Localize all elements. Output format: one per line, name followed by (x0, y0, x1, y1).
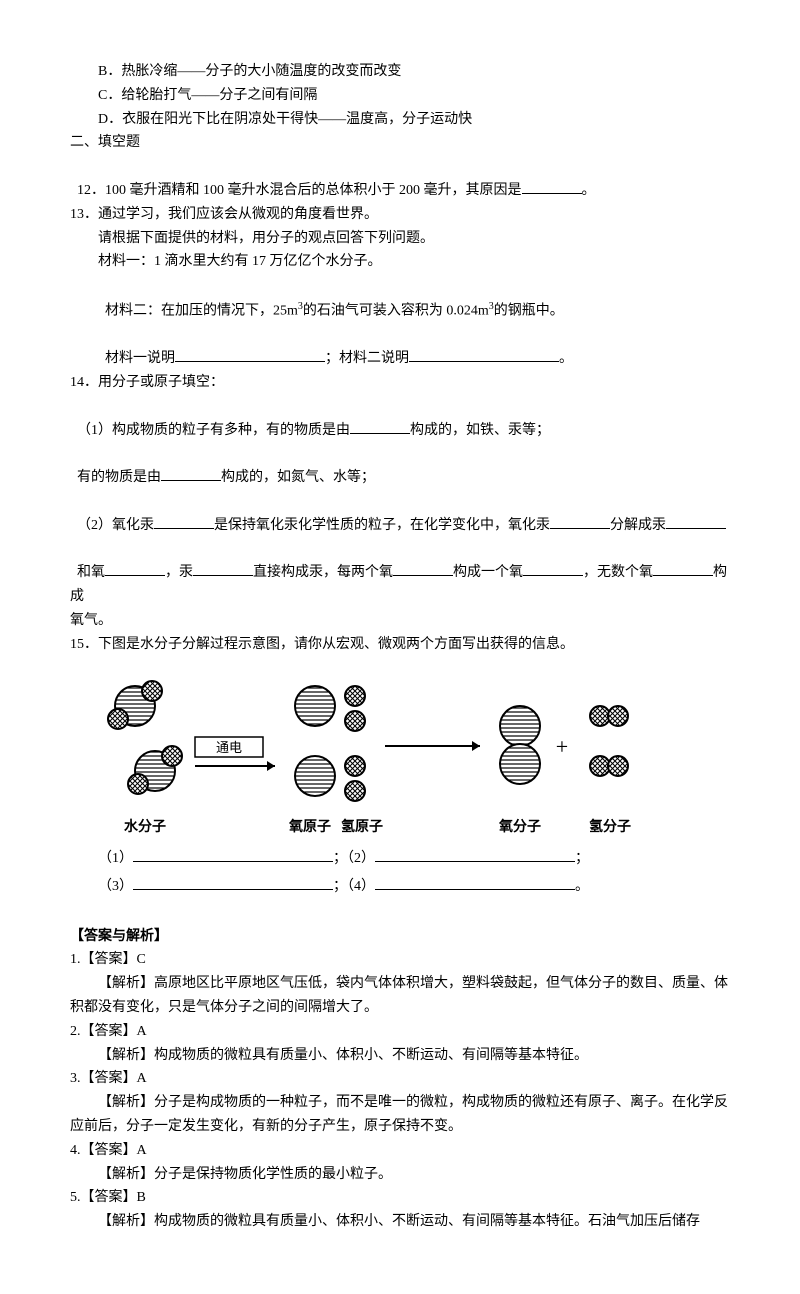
q14-num: 14． (70, 375, 98, 390)
q14-l4b: 是保持氧化汞化学性质的粒子，在化学变化中，氧化汞 (214, 518, 550, 533)
ans-1: 1.【答案】C 【解析】高原地区比平原地区气压低，袋内气体体积增大，塑料袋鼓起，… (70, 948, 730, 1019)
q14-blank9 (523, 561, 583, 576)
label-h-atom: 氢原子 (341, 818, 383, 835)
q15-blank3 (133, 875, 333, 890)
label-water: 水分子 (124, 818, 166, 835)
q14-blank3 (154, 514, 214, 529)
q14-blank10 (653, 561, 713, 576)
section-2-title: 二、填空题 (70, 131, 730, 155)
stage1-water-molecules (108, 681, 182, 794)
q13-l5c: 。 (559, 351, 573, 366)
q14-l3: 有的物质是由 构成的，如氮气、水等； (70, 442, 730, 490)
q15b-p3: ； (575, 851, 589, 866)
q15-blanks: （1） ；（2） ； （3） ；（4） 。 (70, 845, 730, 901)
stage3-products: + (500, 706, 628, 784)
q13-l1: 13．通过学习，我们应该会从微观的角度看世界。 (70, 203, 730, 227)
q14-blank4 (550, 514, 610, 529)
q15b-p4: （3） (98, 879, 133, 894)
arrow-1: 通电 (195, 737, 275, 771)
label-o2: 氧分子 (498, 818, 541, 835)
ans-5-h: 5.【答案】B (70, 1186, 730, 1210)
ans-2-h: 2.【答案】A (70, 1020, 730, 1044)
q15b-p2: ；（2） (333, 851, 375, 866)
q13-num: 13． (70, 207, 98, 222)
q11-opt-d: D．衣服在阳光下比在阴凉处干得快——温度高，分子运动快 (70, 108, 730, 132)
q13-l5a: 材料一说明 (105, 351, 175, 366)
q15b-p1: （1） (98, 851, 133, 866)
q11-opt-b: B．热胀冷缩——分子的大小随温度的改变而改变 (70, 60, 730, 84)
q15b-p6: 。 (575, 879, 589, 894)
q13-blank1 (175, 347, 325, 362)
q14-blank8 (393, 561, 453, 576)
ans-2-e: 【解析】构成物质的微粒具有质量小、体积小、不断运动、有间隔等基本特征。 (70, 1044, 730, 1068)
label-h2: 氢分子 (589, 818, 631, 835)
q14-l5d: 构成一个氧 (453, 565, 523, 580)
water-decomposition-diagram: 通电 + 水分子 氧原子 氢原子 氧分子 氢分子 (100, 671, 730, 841)
q13-l2: 请根据下面提供的材料，用分子的观点回答下列问题。 (70, 227, 730, 251)
q14-l2b: 构成的，如铁、汞等； (410, 423, 550, 438)
q14-l5c: 直接构成汞，每两个氧 (253, 565, 393, 580)
q14-l3b: 构成的，如氮气、水等； (221, 470, 375, 485)
q13-text1: 通过学习，我们应该会从微观的角度看世界。 (98, 207, 378, 222)
q15-num: 15． (70, 637, 98, 652)
q14-blank1 (350, 419, 410, 434)
q14-l2: （1）构成物质的粒子有多种，有的物质是由 构成的，如铁、汞等； (70, 395, 730, 443)
q14-l5b: ，汞 (165, 565, 193, 580)
q12-end: 。 (582, 183, 596, 198)
q14-blank5 (666, 514, 726, 529)
q13-l4: 材料二：在加压的情况下，25m3的石油气可装入容积为 0.024m3的钢瓶中。 (70, 274, 730, 323)
label-o-atom: 氧原子 (288, 818, 331, 835)
ans-3-h: 3.【答案】A (70, 1067, 730, 1091)
ans-4-h: 4.【答案】A (70, 1139, 730, 1163)
q12-blank (522, 179, 582, 194)
q15-blank2 (375, 847, 575, 862)
q13-l5: 材料一说明 ；材料二说明 。 (70, 323, 730, 371)
q13-blank2 (409, 347, 559, 362)
q15-l1: 15．下图是水分子分解过程示意图，请你从宏观、微观两个方面写出获得的信息。 (70, 633, 730, 657)
answers-title: 【答案与解析】 (70, 925, 730, 949)
q14-blank2 (161, 466, 221, 481)
q14-l4c: 分解成汞 (610, 518, 666, 533)
q13-l3: 材料一：1 滴水里大约有 17 万亿亿个水分子。 (70, 250, 730, 274)
q14-text1: 用分子或原子填空： (98, 375, 224, 390)
arrow-2 (385, 741, 480, 751)
ans-1-h: 1.【答案】C (70, 948, 730, 972)
q13-l4a: 材料二：在加压的情况下，25m (105, 304, 298, 319)
ans-2: 2.【答案】A 【解析】构成物质的微粒具有质量小、体积小、不断运动、有间隔等基本… (70, 1020, 730, 1068)
q14-blank6 (105, 561, 165, 576)
q14-l2a: （1）构成物质的粒子有多种，有的物质是由 (77, 423, 350, 438)
q15b-p5: ；（4） (333, 879, 375, 894)
ans-5-e: 【解析】构成物质的微粒具有质量小、体积小、不断运动、有间隔等基本特征。石油气加压… (70, 1210, 730, 1234)
q14-l5e: ，无数个氧 (583, 565, 653, 580)
q13-l4b: 的石油气可装入容积为 0.024m (303, 304, 489, 319)
q14-l1: 14．用分子或原子填空： (70, 371, 730, 395)
q14-l4: （2）氧化汞 是保持氧化汞化学性质的粒子，在化学变化中，氧化汞 分解成汞 (70, 490, 730, 538)
q14-l4a: （2）氧化汞 (77, 518, 154, 533)
ans-4-e: 【解析】分子是保持物质化学性质的最小粒子。 (70, 1163, 730, 1187)
ans-5: 5.【答案】B 【解析】构成物质的微粒具有质量小、体积小、不断运动、有间隔等基本… (70, 1186, 730, 1234)
q12-num: 12． (77, 183, 105, 198)
ans-3: 3.【答案】A 【解析】分子是构成物质的一种粒子，而不是唯一的微粒，构成物质的微… (70, 1067, 730, 1138)
ans-1-e: 【解析】高原地区比平原地区气压低，袋内气体体积增大，塑料袋鼓起，但气体分子的数目… (70, 972, 730, 1020)
q14-l5: 和氧，汞直接构成汞，每两个氧构成一个氧，无数个氧构成 (70, 538, 730, 609)
q13-l5b: ；材料二说明 (325, 351, 409, 366)
q15-blank1 (133, 847, 333, 862)
q14-blank7 (193, 561, 253, 576)
arrow1-label: 通电 (216, 740, 242, 755)
q14-l5a: 和氧 (77, 565, 105, 580)
q14-l3a: 有的物质是由 (77, 470, 161, 485)
q12-text: 100 毫升酒精和 100 毫升水混合后的总体积小于 200 毫升，其原因是 (105, 183, 522, 198)
q13-l4c: 的钢瓶中。 (494, 304, 564, 319)
q15-blank4 (375, 875, 575, 890)
q12: 12．100 毫升酒精和 100 毫升水混合后的总体积小于 200 毫升，其原因… (70, 155, 730, 203)
q15-text1: 下图是水分子分解过程示意图，请你从宏观、微观两个方面写出获得的信息。 (98, 637, 574, 652)
ans-4: 4.【答案】A 【解析】分子是保持物质化学性质的最小粒子。 (70, 1139, 730, 1187)
plus-sign: + (556, 734, 568, 759)
stage2-atoms (295, 686, 365, 801)
q14-l6: 氧气。 (70, 609, 730, 633)
q11-opt-c: C．给轮胎打气——分子之间有间隔 (70, 84, 730, 108)
